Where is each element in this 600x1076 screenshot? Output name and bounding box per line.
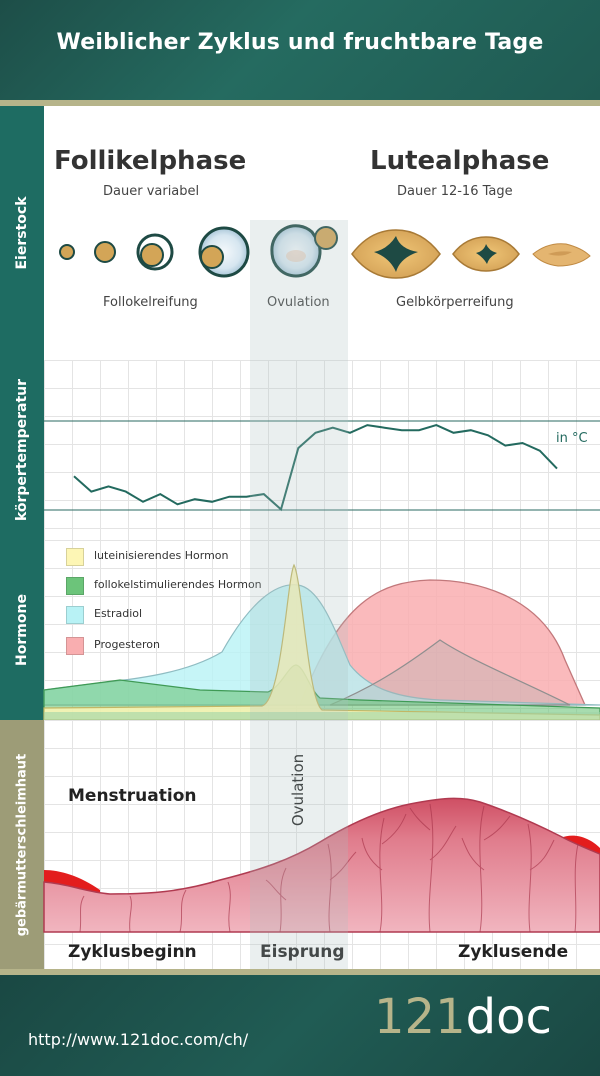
follicular-phase-duration: Dauer variabel	[103, 184, 200, 199]
hormones-baseline	[44, 712, 600, 720]
luteal-phase-title: Lutealphase	[370, 146, 550, 176]
ovary-sidebar: Eierstock	[0, 106, 44, 360]
corpus-luteum-caption: Gelbkörperreifung	[396, 295, 514, 310]
lh-curve	[43, 563, 600, 720]
page-title: Weiblicher Zyklus und fruchtbare Tage	[56, 30, 544, 55]
website-link[interactable]: http://www.121doc.com/ch/	[28, 1030, 249, 1049]
menstruation-label: Menstruation	[68, 786, 197, 806]
header-divider	[0, 100, 600, 106]
ovulation-caption: Ovulation	[267, 295, 330, 310]
temperature-chart	[44, 420, 600, 512]
legend-label-fsh: follokelstimulierendes Hormon	[94, 578, 262, 591]
endometrium-illustration	[43, 797, 600, 933]
footer-banner: http://www.121doc.com/ch/ 121doc	[0, 975, 600, 1076]
legend-label-lh: luteinisierendes Hormon	[94, 549, 229, 562]
cycle-start-label: Zyklusbeginn	[68, 942, 197, 962]
ovary-illustration	[59, 224, 591, 279]
estradiol-luteal-curve	[329, 639, 571, 706]
follicular-phase-title: Follikelphase	[54, 146, 247, 176]
legend-label-estradiol: Estradiol	[94, 607, 143, 620]
footer-divider	[0, 969, 600, 975]
follicle-2-icon	[94, 241, 116, 263]
follicle-1-icon	[59, 244, 75, 260]
temperature-sidebar: körpertemperatur	[0, 360, 44, 540]
corpus-luteum-1-icon	[351, 229, 441, 279]
follicle-maturation-caption: Follokelreifung	[103, 295, 198, 310]
corpus-luteum-2-icon	[452, 236, 520, 272]
endometrium-vessels	[79, 803, 579, 933]
header-banner: Weiblicher Zyklus und fruchtbare Tage	[0, 0, 600, 100]
hormones-chart	[43, 563, 600, 720]
brand-logo-word: doc	[465, 989, 552, 1045]
legend-label-progesterone: Progesteron	[94, 638, 160, 651]
endometrium-panel: gebärmutterschleimhaut	[0, 720, 600, 969]
hormones-sidebar: Hormone	[0, 540, 44, 720]
endometrium-sidebar: gebärmutterschleimhaut	[0, 720, 44, 969]
hormones-panel: Hormone luteinisierendes Hormon follokel…	[0, 540, 600, 720]
temperature-panel: körpertemperatur in °C	[0, 360, 600, 540]
ovary-panel: Eierstock Follikelphase Dauer variabel L…	[0, 106, 600, 360]
legend-swatch-lh	[66, 548, 84, 566]
brand-logo: 121doc	[374, 993, 552, 1041]
ovulation-follicle-icon	[270, 224, 338, 278]
temperature-curve	[73, 424, 558, 512]
brand-logo-number: 121	[374, 989, 466, 1045]
legend-swatch-progesterone	[66, 637, 84, 655]
follicle-3-icon	[136, 233, 174, 271]
temperature-unit-label: in °C	[556, 431, 588, 446]
cycle-end-label: Zyklusende	[458, 942, 569, 962]
legend-swatch-estradiol	[66, 606, 84, 624]
follicle-4-icon	[198, 226, 250, 278]
corpus-albicans-icon	[532, 243, 591, 267]
ovulation-day-label: Eisprung	[260, 942, 345, 962]
ovulation-window-highlight	[250, 220, 348, 969]
luteal-phase-duration: Dauer 12-16 Tage	[397, 184, 513, 199]
legend-swatch-fsh	[66, 577, 84, 595]
